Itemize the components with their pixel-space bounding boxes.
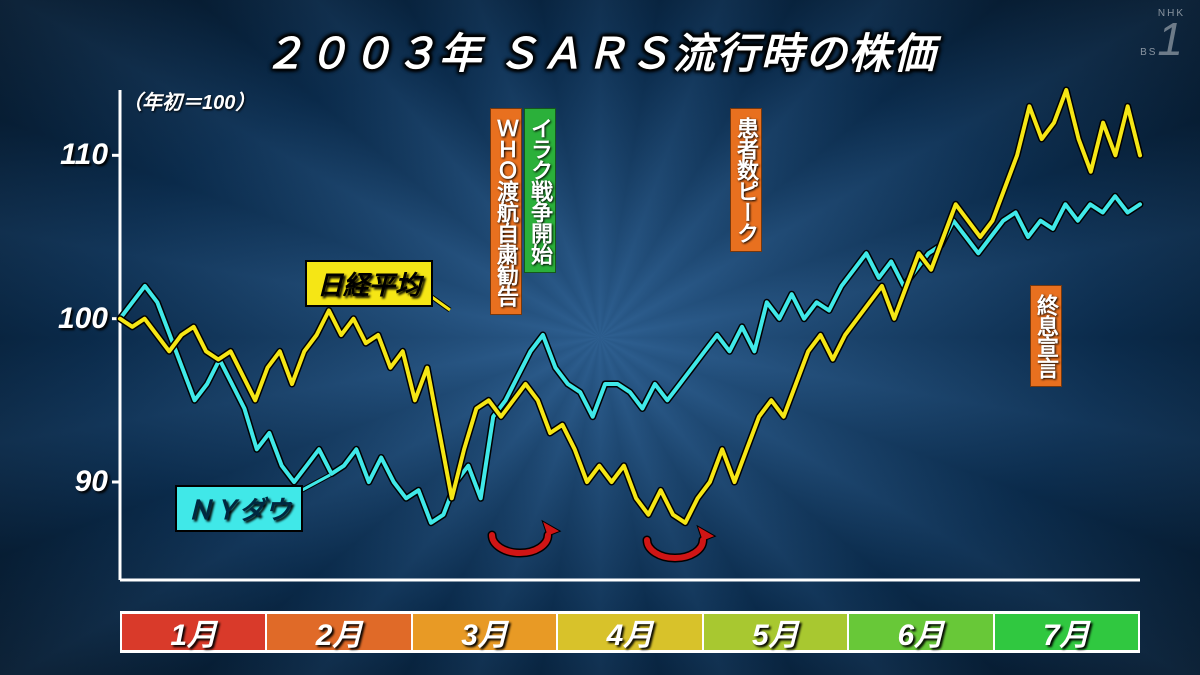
- chart-title: ２００３年 ＳＡＲＳ流行時の株価: [0, 20, 1200, 81]
- series-label: ＮＹダウ: [175, 485, 303, 532]
- month-label: 1月: [120, 611, 265, 653]
- y-axis-tick: 90: [75, 465, 108, 499]
- y-axis-tick: 100: [58, 302, 108, 336]
- event-annotation: イラク戦争開始: [524, 108, 556, 273]
- month-label: 4月: [556, 611, 701, 653]
- event-annotation: 患者数ピーク: [730, 108, 762, 252]
- chart-plot-area: （年初＝100） 90100110日経平均ＮＹダウＷＨＯ渡航自粛勧告イラク戦争開…: [120, 90, 1140, 580]
- month-label: 3月: [411, 611, 556, 653]
- month-label: 7月: [993, 611, 1140, 653]
- event-annotation: 終息宣言: [1030, 285, 1062, 387]
- y-axis-tick: 110: [60, 138, 108, 172]
- event-annotation: ＷＨＯ渡航自粛勧告: [490, 108, 522, 315]
- months-axis: 1月2月3月4月5月6月7月: [120, 611, 1140, 653]
- series-label: 日経平均: [305, 260, 433, 307]
- month-label: 5月: [702, 611, 847, 653]
- month-label: 6月: [847, 611, 992, 653]
- month-label: 2月: [265, 611, 410, 653]
